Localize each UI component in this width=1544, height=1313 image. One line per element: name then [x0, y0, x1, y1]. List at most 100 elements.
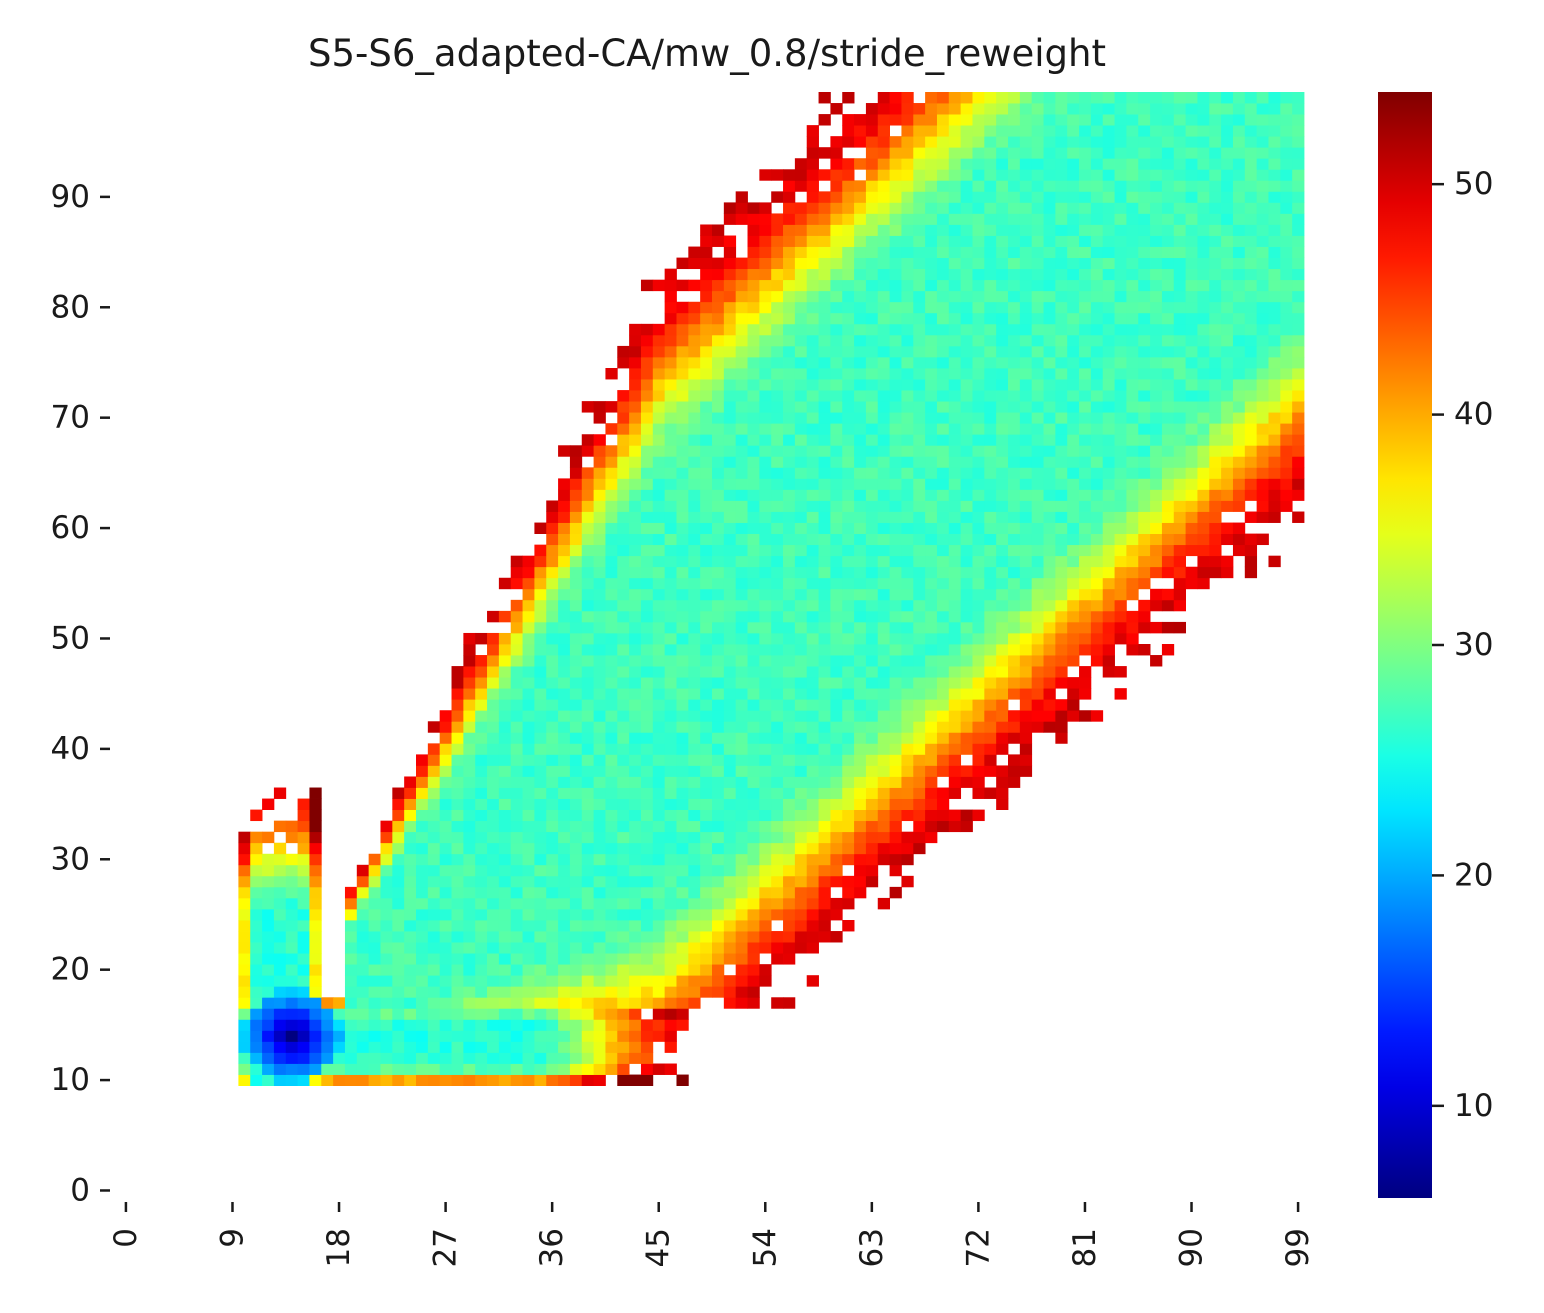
heatmap-cell — [569, 765, 583, 777]
heatmap-cell — [712, 555, 725, 568]
heatmap-cell — [487, 864, 500, 877]
heatmap-cell — [901, 677, 914, 689]
heatmap-cell — [806, 202, 819, 214]
heatmap-cell — [723, 666, 737, 678]
heatmap-cell — [877, 103, 890, 115]
heatmap-cell — [865, 213, 879, 225]
heatmap-cell — [771, 412, 784, 424]
heatmap-cell — [794, 401, 808, 413]
heatmap-cell — [688, 423, 701, 435]
heatmap-cell — [747, 920, 760, 932]
heatmap-cell — [996, 555, 1009, 568]
heatmap-cell — [664, 434, 677, 446]
heatmap-cell — [1114, 224, 1127, 236]
heatmap-cell — [830, 224, 843, 236]
heatmap-cell — [1031, 158, 1044, 170]
heatmap-cell — [439, 831, 452, 844]
heatmap-cell — [783, 931, 796, 943]
heatmap-cell — [996, 677, 1009, 689]
heatmap-cell — [700, 478, 713, 490]
heatmap-cell — [593, 445, 606, 457]
heatmap-cell — [700, 434, 713, 446]
heatmap-cell — [676, 1074, 689, 1086]
heatmap-cell — [1008, 202, 1021, 214]
heatmap-cell — [936, 467, 950, 479]
heatmap-cell — [996, 478, 1009, 490]
heatmap-cell — [1292, 401, 1305, 413]
heatmap-cell — [842, 92, 855, 104]
heatmap-cell — [783, 875, 796, 888]
heatmap-cell — [676, 831, 689, 844]
heatmap-cell — [996, 235, 1009, 247]
heatmap-cell — [593, 401, 606, 413]
heatmap-cell — [948, 279, 962, 292]
heatmap-cell — [889, 180, 902, 192]
heatmap-cell — [759, 257, 772, 270]
heatmap-cell — [984, 169, 997, 181]
heatmap-cell — [723, 754, 737, 766]
heatmap-cell — [605, 1052, 618, 1064]
heatmap-cell — [794, 787, 808, 799]
heatmap-cell — [1055, 610, 1068, 623]
heatmap-cell — [723, 246, 737, 258]
heatmap-cell — [913, 809, 926, 822]
heatmap-cell — [759, 699, 772, 711]
heatmap-cell — [783, 831, 796, 844]
heatmap-cell — [723, 533, 737, 546]
heatmap-cell — [960, 290, 973, 303]
heatmap-cell — [558, 655, 571, 667]
heatmap-cell — [1280, 412, 1293, 424]
heatmap-cell — [356, 975, 370, 987]
heatmap-cell — [1256, 301, 1269, 314]
heatmap-cell — [700, 688, 713, 700]
heatmap-cell — [297, 975, 310, 987]
heatmap-cell — [522, 632, 535, 645]
heatmap-cell — [854, 632, 867, 645]
heatmap-cell — [1221, 522, 1234, 534]
heatmap-cell — [700, 577, 713, 590]
heatmap-cell — [901, 754, 914, 766]
heatmap-cell — [1173, 522, 1186, 534]
heatmap-cell — [759, 666, 772, 678]
heatmap-cell — [972, 533, 985, 546]
heatmap-cell — [569, 953, 583, 965]
heatmap-cell — [1055, 103, 1068, 115]
heatmap-cell — [1102, 312, 1115, 325]
x-tick-label: 54 — [747, 1228, 783, 1267]
heatmap-cell — [984, 213, 997, 225]
heatmap-cell — [723, 423, 737, 435]
heatmap-cell — [1090, 555, 1104, 568]
heatmap-cell — [771, 257, 784, 270]
heatmap-cell — [830, 103, 843, 115]
heatmap-cell — [1221, 92, 1234, 104]
heatmap-cell — [522, 721, 535, 733]
heatmap-cell — [948, 511, 962, 523]
heatmap-cell — [984, 323, 997, 336]
heatmap-cell — [806, 610, 819, 623]
heatmap-cell — [676, 390, 689, 402]
heatmap-cell — [984, 368, 997, 380]
heatmap-cell — [262, 975, 275, 987]
heatmap-cell — [1138, 621, 1151, 634]
heatmap-cell — [901, 732, 914, 744]
heatmap-cell — [854, 390, 867, 402]
heatmap-cell — [1067, 699, 1080, 711]
heatmap-cell — [569, 997, 583, 1009]
heatmap-cell — [640, 975, 654, 987]
heatmap-cell — [676, 908, 689, 921]
heatmap-cell — [1031, 445, 1044, 457]
heatmap-cell — [1019, 301, 1033, 314]
heatmap-cell — [1138, 169, 1151, 181]
heatmap-cell — [984, 103, 997, 115]
heatmap-cell — [818, 489, 831, 501]
heatmap-cell — [1067, 136, 1080, 148]
heatmap-cell — [1292, 379, 1305, 391]
heatmap-cell — [936, 710, 950, 722]
heatmap-cell — [771, 677, 784, 689]
heatmap-cell — [925, 103, 938, 115]
heatmap-cell — [972, 334, 985, 347]
heatmap-cell — [925, 125, 938, 137]
heatmap-cell — [771, 301, 784, 314]
heatmap-cell — [617, 942, 630, 954]
heatmap-cell — [498, 809, 512, 822]
